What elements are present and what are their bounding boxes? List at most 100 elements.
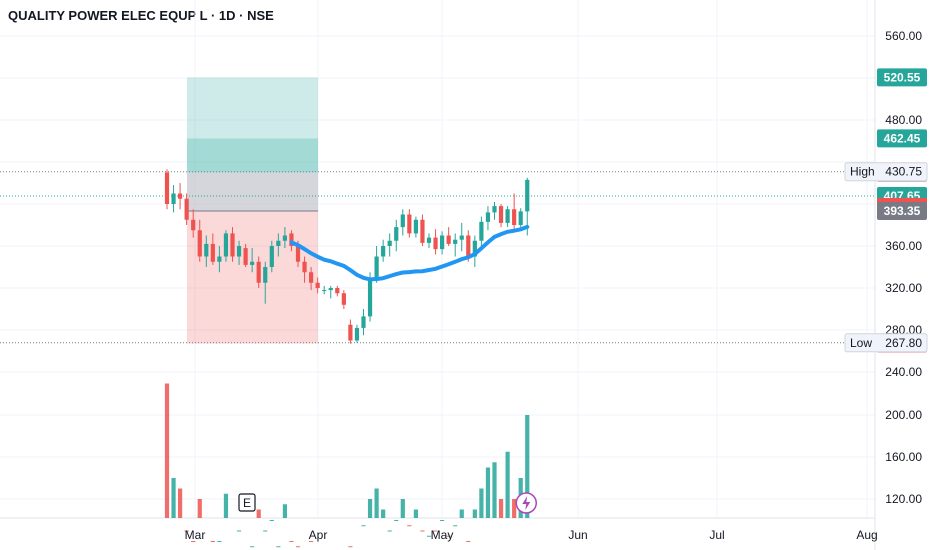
volume-bar [250,546,255,548]
price-badge[interactable] [877,129,927,148]
entry-zone[interactable] [187,172,318,211]
candle-body [446,235,451,244]
candle-body [223,233,229,257]
candle-body [426,237,432,243]
volume-bar [387,530,392,532]
candle-body [217,256,222,262]
candle-body [302,261,307,273]
profit-zone-upper[interactable] [187,77,318,139]
price-badge[interactable] [877,68,927,87]
x-tick-label: Jun [568,528,587,542]
price-axis[interactable]: 560.00480.00360.00320.00280.00240.00200.… [844,29,928,506]
candle-body [341,293,346,305]
earnings-marker[interactable] [238,493,256,512]
candle-body [525,179,530,212]
volume-bar [374,488,379,518]
volume-bar [210,541,215,542]
candle-body [498,206,504,223]
candle-body [282,235,287,241]
candle-body [479,221,484,241]
profit-zone-lower[interactable] [187,138,318,173]
volume-bar [236,530,242,532]
candle-body [453,239,458,244]
candle-body [191,219,196,231]
candle-body [407,214,412,234]
candle-body [256,261,261,283]
volume-bar [295,546,301,548]
candle-body [171,193,176,204]
high-tag-label: High [850,165,875,179]
candle-body [204,243,209,257]
candle-body [243,248,248,265]
volume-bar [479,488,484,518]
position-zones[interactable] [187,77,318,344]
earnings-marker-label: E [243,496,251,510]
candle-body [518,211,523,225]
low-tag[interactable] [844,333,928,353]
moving-average-line [289,224,530,282]
volume-bar [505,451,510,518]
candle-body [210,243,215,262]
volume-bar [512,499,517,518]
grid [0,0,876,550]
candle-body [263,267,268,283]
candle-body [354,327,360,341]
time-axis[interactable]: Mar Apr May Jun Jul Aug [185,528,878,542]
candle-body [361,316,366,328]
low-tag-label: Low [850,336,872,350]
volume-bar [433,530,438,532]
price-badge-label: 462.45 [884,131,921,145]
volume-bars [164,383,530,548]
candle-body [322,290,327,292]
volume-bar [217,541,222,542]
candle-body [276,240,281,246]
x-tick-label: Apr [309,528,328,542]
volume-bar [381,509,386,518]
x-tick-label: Aug [856,528,877,542]
volume-bar [525,415,530,518]
volume-bar [263,530,268,532]
volume-bar [223,493,229,518]
candle-body [367,277,373,317]
candle-body [420,219,425,243]
y-tick-label: 240.00 [885,365,922,379]
volume-bar [394,520,399,521]
candle-body [315,282,320,288]
volume-bar [446,535,451,537]
volume-tick-label: 200.00 [885,408,922,422]
volume-bar [191,541,196,542]
candle-body [505,209,510,223]
volume-bar [178,488,183,518]
volume-bar [472,509,477,518]
candle-body [485,212,491,222]
volume-bar [276,546,281,548]
markers[interactable]: E [238,492,537,514]
candle-body [328,288,333,291]
candle-body [197,230,202,257]
candle-body [269,246,274,267]
candle-body [178,193,183,199]
volume-bar [171,478,176,518]
low-tag-value: 267.80 [885,336,922,350]
price-badge[interactable] [877,201,927,220]
volume-bar [413,509,418,518]
candle-body [387,240,392,246]
candle-body [394,227,399,241]
volume-bar [197,499,202,518]
candle-body [295,246,301,262]
candle-body [289,233,294,246]
candles [164,169,530,344]
candle-body [348,324,353,341]
loss-zone[interactable] [187,210,318,344]
price-badge-label: 520.55 [884,70,921,84]
volume-bar [453,525,458,527]
price-lines [0,171,875,344]
x-tick-label: Jul [709,528,724,542]
volume-bar [269,520,274,521]
candle-body [184,198,189,220]
y-tick-label: 360.00 [885,239,922,253]
candle-body [230,233,235,257]
volume-tick-label: 120.00 [885,492,922,506]
high-tag[interactable] [844,162,928,182]
